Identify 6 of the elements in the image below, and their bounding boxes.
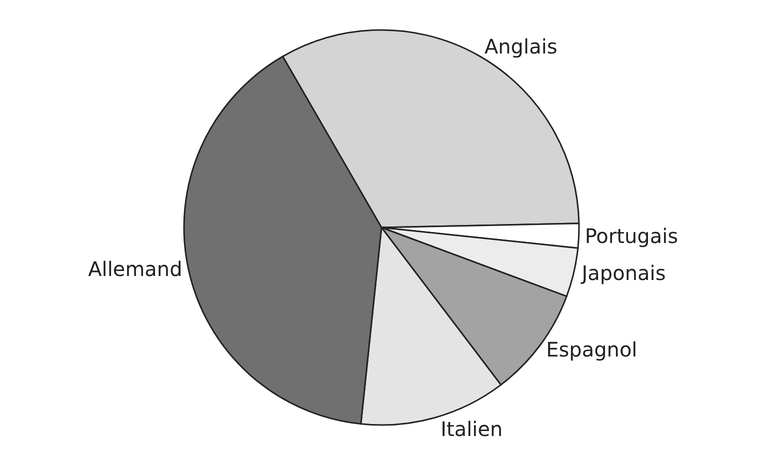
slice-label: Italien <box>440 416 503 441</box>
slice-label: Japonais <box>580 261 666 286</box>
slice-label: Espagnol <box>546 338 638 362</box>
slice-label: Allemand <box>88 257 182 282</box>
slice-label: Portugais <box>584 224 678 248</box>
slice-label: Anglais <box>484 34 558 58</box>
